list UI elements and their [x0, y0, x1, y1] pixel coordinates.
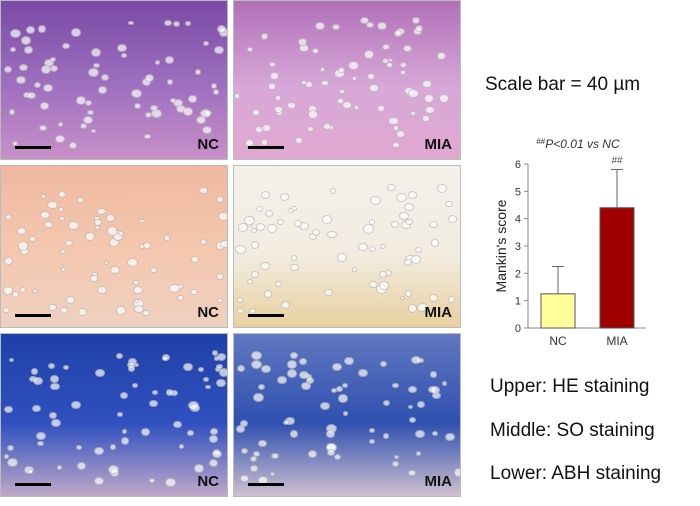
- y-tick-label: 3: [515, 241, 521, 253]
- scale-bar-caption: Scale bar = 40 µm: [485, 74, 641, 95]
- chondrocytes: [234, 1, 460, 159]
- scale-bar: [15, 146, 51, 149]
- y-tick-label: 4: [515, 214, 521, 226]
- histology-panel-abh-nc: NC: [0, 333, 228, 497]
- y-tick-label: 1: [515, 296, 521, 308]
- chondrocytes: [1, 166, 227, 327]
- x-tick-label: MIA: [606, 334, 627, 348]
- group-label: MIA: [424, 304, 453, 321]
- y-tick-label: 6: [515, 159, 521, 171]
- scale-bar: [248, 146, 284, 149]
- group-label: NC: [197, 136, 219, 153]
- chondrocytes: [1, 1, 227, 159]
- chondrocytes: [234, 334, 460, 496]
- legend-lower: Lower: ABH staining: [490, 463, 662, 484]
- histology-panel-he-nc: NC: [0, 0, 228, 160]
- x-tick-label: NC: [549, 334, 567, 348]
- bar-mia: [599, 207, 635, 329]
- chondrocytes: [1, 334, 227, 496]
- y-tick-label: 0: [515, 323, 521, 335]
- scale-bar: [248, 483, 284, 486]
- histology-panel-he-mia: MIA: [233, 0, 461, 160]
- group-label: NC: [197, 473, 219, 490]
- bar-nc: [540, 293, 576, 329]
- legend-middle: Middle: SO staining: [490, 420, 655, 441]
- y-tick-label: 2: [515, 268, 521, 280]
- scale-bar: [248, 314, 284, 317]
- significance-mark: ##: [611, 155, 623, 166]
- chondrocytes: [234, 166, 460, 327]
- y-axis-label: Mankin's score: [493, 199, 509, 292]
- legend-upper: Upper: HE staining: [490, 376, 650, 397]
- group-label: MIA: [424, 136, 453, 153]
- chart-title: ##P<0.01 vs NC: [536, 137, 620, 151]
- histology-panel-so-mia: MIA: [233, 165, 461, 328]
- group-label: MIA: [424, 473, 453, 490]
- histology-panel-so-nc: NC: [0, 165, 228, 328]
- group-label: NC: [197, 304, 219, 321]
- histology-panel-abh-mia: MIA: [233, 333, 461, 497]
- y-tick-label: 5: [515, 186, 521, 198]
- scale-bar: [15, 483, 51, 486]
- scale-bar: [15, 314, 51, 317]
